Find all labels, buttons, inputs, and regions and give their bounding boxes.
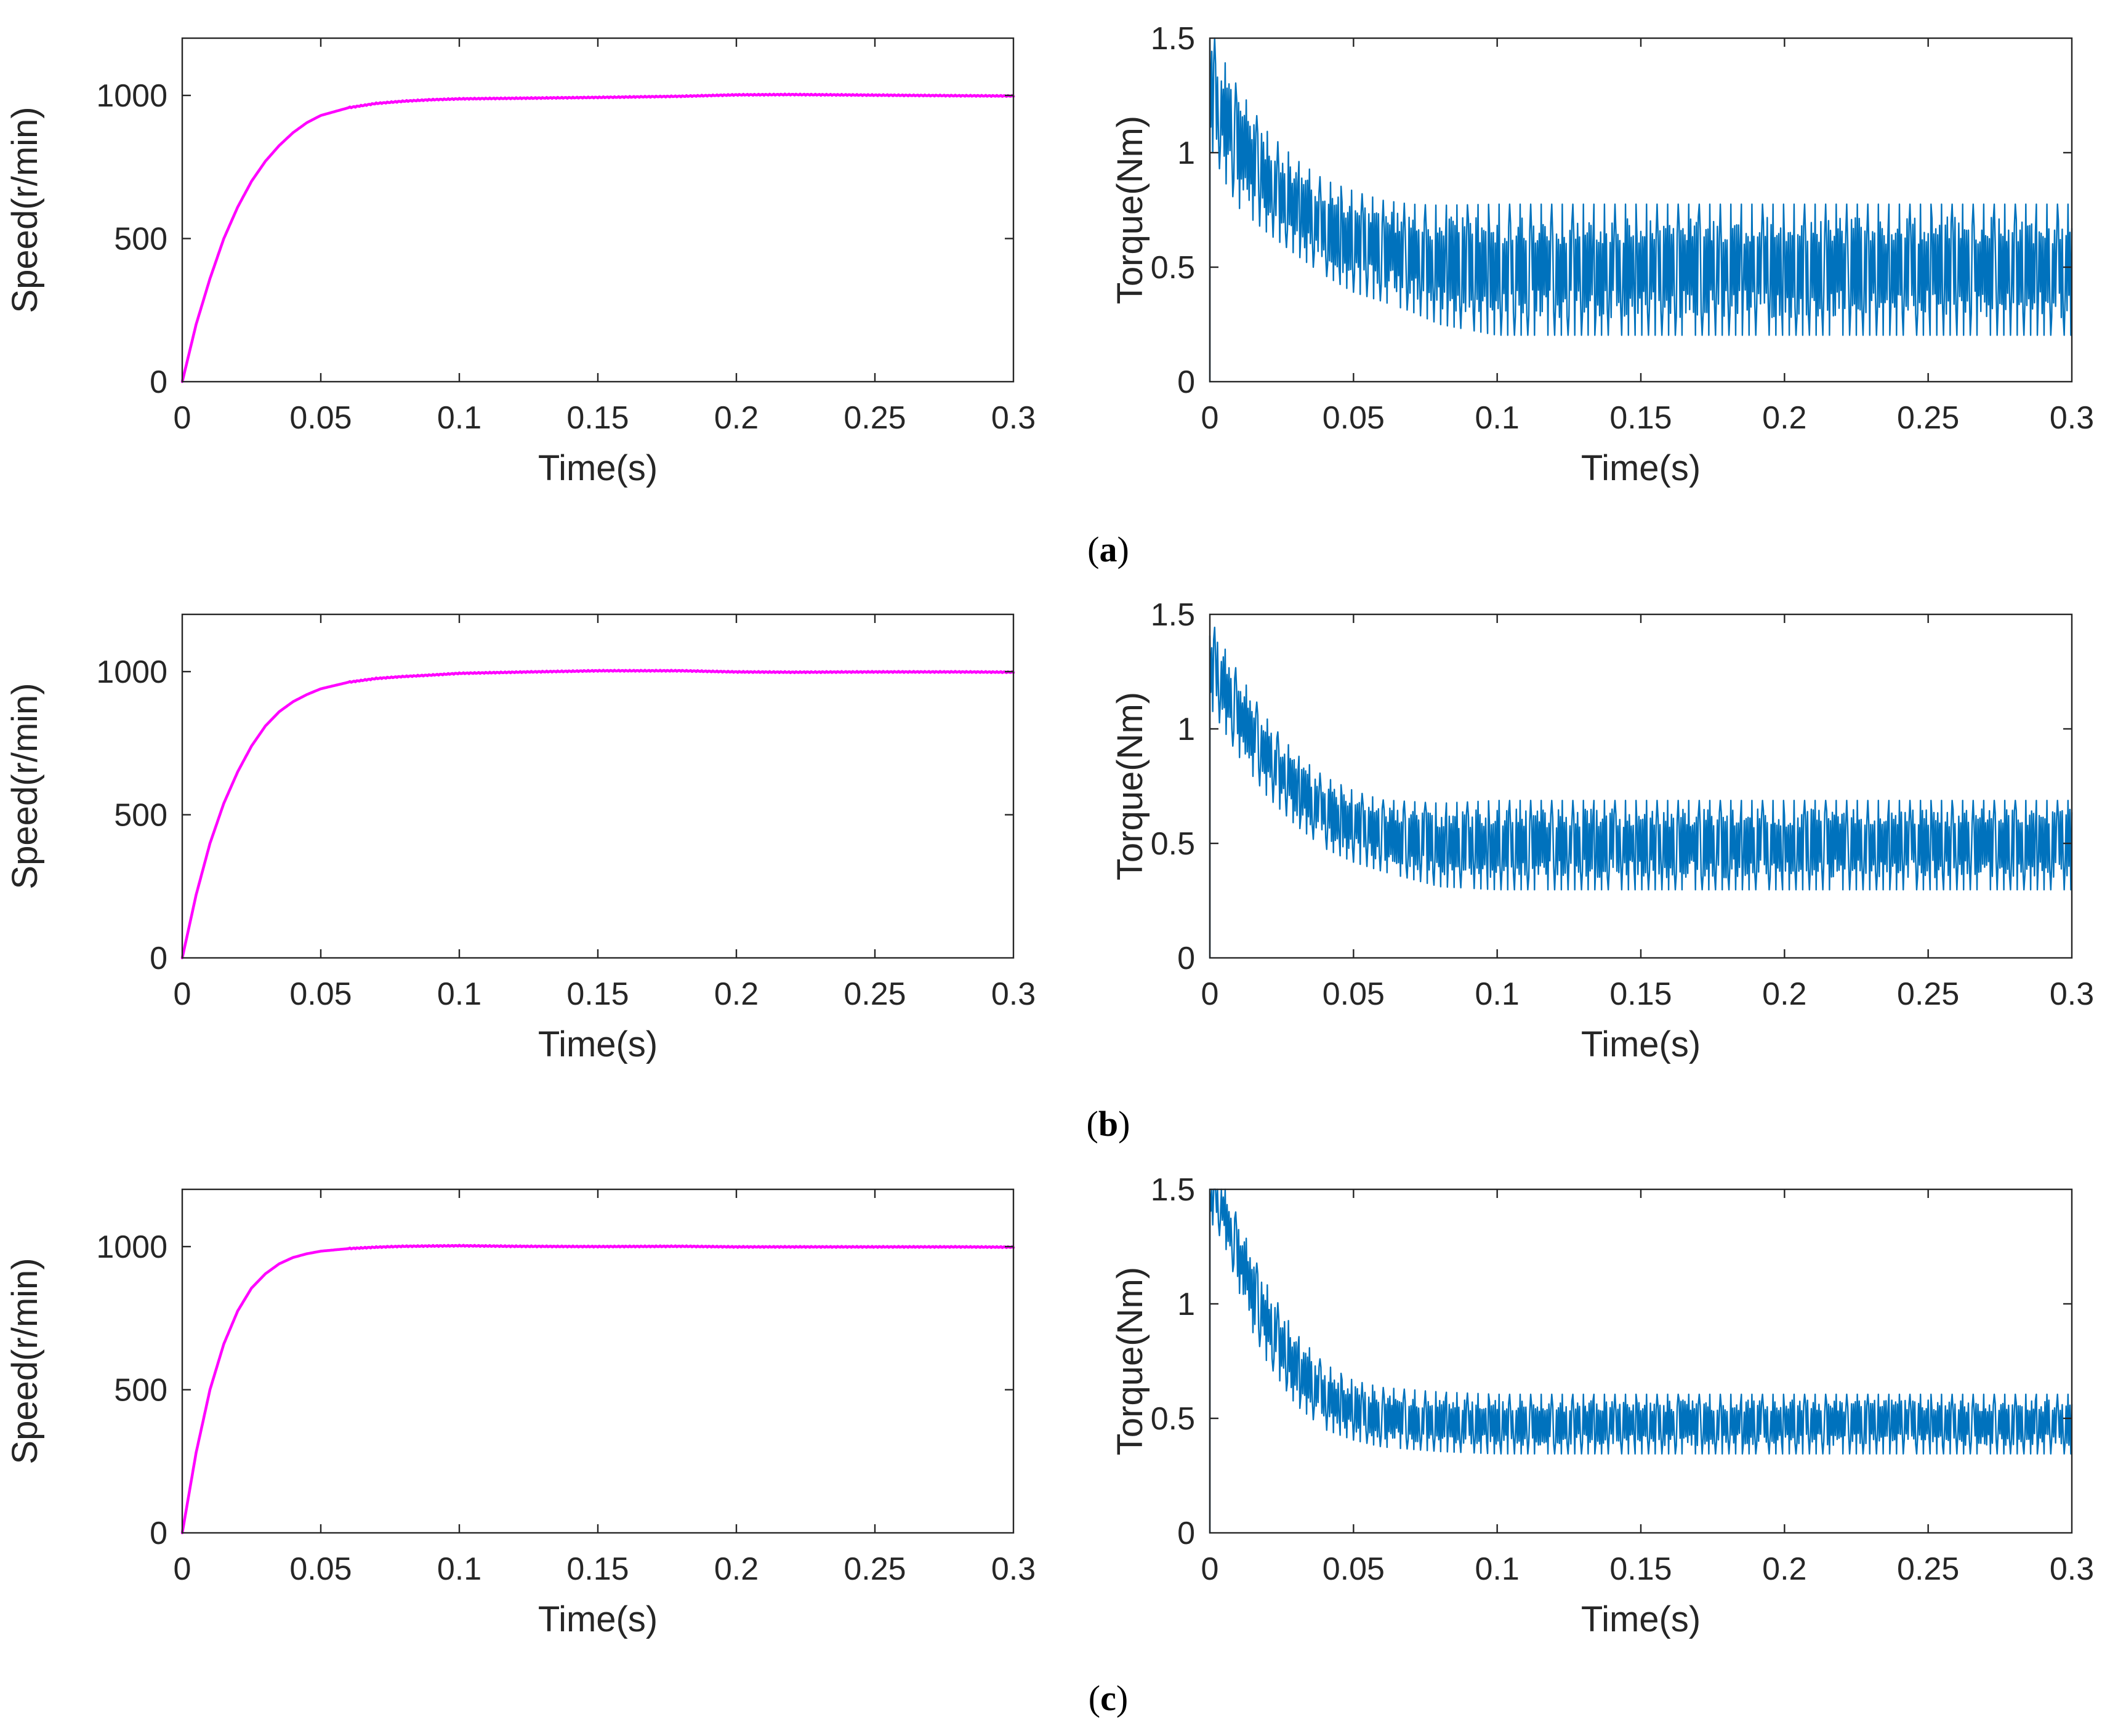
series-line-b-speed — [180, 669, 1015, 960]
x-tick-label: 0.3 — [991, 400, 1036, 436]
x-tick-label: 0.3 — [2050, 1551, 2094, 1587]
x-axis-title: Time(s) — [538, 448, 658, 488]
x-tick-label: 0.1 — [1475, 400, 1520, 436]
x-tick-label: 0.25 — [1897, 976, 1959, 1012]
x-tick-label: 0.1 — [1475, 976, 1520, 1012]
x-tick-label: 0 — [174, 400, 191, 436]
y-tick-label: 1.5 — [1151, 21, 1195, 57]
y-axis-title: Speed(r/min) — [5, 106, 45, 313]
y-axis-title: Speed(r/min) — [5, 683, 45, 889]
y-tick-label: 500 — [114, 1373, 167, 1408]
y-axis-title: Speed(r/min) — [5, 1258, 45, 1464]
chart-c-torque: 0 0.05 0.1 0.15 0.2 0.25 0.3 0 0.5 1 1.5 Time(s) Tor… — [1110, 1172, 2094, 1639]
y-tick-label: 1000 — [96, 1229, 167, 1265]
chart-b-speed: 0 0.05 0.1 0.15 0.2 0.25 0.3 0 500 1000 Time(s) Spe… — [5, 613, 1036, 1064]
panel-label-c: (c) — [1089, 1678, 1128, 1718]
x-tick-label: 0.2 — [1762, 976, 1806, 1012]
y-tick-label: 0 — [1177, 364, 1195, 400]
x-tick-label: 0.05 — [289, 400, 352, 436]
x-tick-label: 0.15 — [1609, 1551, 1672, 1587]
x-tick-label: 0.05 — [289, 1551, 352, 1587]
chart-c-speed: 0 0.05 0.1 0.15 0.2 0.25 0.3 0 500 1000 Time(s) Spe… — [5, 1188, 1036, 1639]
y-tick-label: 500 — [114, 798, 167, 834]
y-tick-label: 0 — [150, 1516, 167, 1551]
x-tick-label: 0.1 — [437, 400, 481, 436]
x-tick-label: 0 — [1201, 400, 1219, 436]
x-tick-label: 0.15 — [566, 1551, 629, 1587]
x-tick-label: 0.3 — [2050, 400, 2094, 436]
x-tick-label: 0 — [174, 976, 191, 1012]
y-axis-title: Torque(Nm) — [1110, 1267, 1150, 1455]
panel-label-a: (a) — [1087, 529, 1129, 569]
x-tick-label: 0.3 — [991, 1551, 1036, 1587]
x-tick-label: 0.05 — [1323, 1551, 1385, 1587]
x-tick-label: 0.2 — [714, 400, 759, 436]
chart-a-speed: 0 0.05 0.1 0.15 0.2 0.25 0.3 0 500 1000 Time(s) Spe… — [5, 37, 1036, 488]
y-tick-label: 0 — [150, 364, 167, 400]
axes-box-b-torque — [1209, 613, 2073, 959]
x-tick-label: 0.05 — [289, 976, 352, 1012]
x-tick-label: 0.2 — [1762, 400, 1806, 436]
x-axis-title: Time(s) — [538, 1024, 658, 1064]
y-tick-label: 0.5 — [1151, 826, 1195, 862]
x-tick-label: 0.25 — [844, 400, 906, 436]
series-line-a-torque — [1209, 37, 2073, 383]
x-tick-label: 0.25 — [1897, 1551, 1959, 1587]
x-tick-label: 0.25 — [844, 976, 906, 1012]
y-tick-label: 1 — [1177, 135, 1195, 171]
x-tick-label: 0.05 — [1323, 400, 1385, 436]
axes-box-a-torque — [1209, 37, 2073, 383]
axes-box-b-speed — [181, 613, 1015, 959]
x-tick-label: 0.2 — [714, 976, 759, 1012]
chart-b-torque: 0 0.05 0.1 0.15 0.2 0.25 0.3 0 0.5 1 1.5 Time(s) Tor… — [1110, 597, 2094, 1064]
x-axis-title: Time(s) — [1581, 448, 1701, 488]
x-tick-label: 0.15 — [1609, 400, 1672, 436]
x-tick-label: 0.3 — [991, 976, 1036, 1012]
y-tick-label: 1 — [1177, 712, 1195, 747]
y-axis-title: Torque(Nm) — [1110, 692, 1150, 880]
x-tick-label: 0.15 — [566, 976, 629, 1012]
y-axis-title: Torque(Nm) — [1110, 116, 1150, 304]
series-line-c-torque — [1209, 1188, 2073, 1534]
series-line-c-speed — [180, 1244, 1015, 1535]
x-tick-label: 0.1 — [437, 1551, 481, 1587]
panel-label-b: (b) — [1087, 1104, 1130, 1144]
x-tick-label: 0.05 — [1323, 976, 1385, 1012]
x-tick-label: 0.2 — [714, 1551, 759, 1587]
x-tick-label: 0.1 — [1475, 1551, 1520, 1587]
y-tick-label: 0.5 — [1151, 1401, 1195, 1437]
x-axis-title: Time(s) — [1581, 1599, 1701, 1639]
y-tick-label: 1000 — [96, 78, 167, 114]
x-tick-label: 0 — [1201, 976, 1219, 1012]
x-tick-label: 0.15 — [566, 400, 629, 436]
y-tick-label: 0 — [1177, 941, 1195, 976]
x-tick-label: 0.25 — [844, 1551, 906, 1587]
x-tick-label: 0.2 — [1762, 1551, 1806, 1587]
y-tick-label: 500 — [114, 222, 167, 257]
y-tick-label: 0.5 — [1151, 250, 1195, 286]
axes-box-c-speed — [181, 1188, 1015, 1534]
x-tick-label: 0.25 — [1897, 400, 1959, 436]
x-tick-label: 0 — [1201, 1551, 1219, 1587]
y-tick-label: 1000 — [96, 654, 167, 690]
x-axis-title: Time(s) — [538, 1599, 658, 1639]
series-line-b-torque — [1209, 626, 2073, 959]
axes-box-a-speed — [181, 37, 1015, 383]
y-tick-label: 1.5 — [1151, 597, 1195, 633]
y-tick-label: 0 — [150, 941, 167, 976]
y-tick-label: 0 — [1177, 1516, 1195, 1551]
chart-a-torque: 0 0.05 0.1 0.15 0.2 0.25 0.3 0 0.5 1 1.5 Time(s) Tor… — [1110, 21, 2094, 488]
x-tick-label: 0 — [174, 1551, 191, 1587]
x-tick-label: 0.15 — [1609, 976, 1672, 1012]
x-axis-title: Time(s) — [1581, 1024, 1701, 1064]
series-line-a-speed — [180, 92, 1015, 384]
y-tick-label: 1 — [1177, 1287, 1195, 1322]
axes-box-c-torque — [1209, 1188, 2073, 1534]
x-tick-label: 0.3 — [2050, 976, 2094, 1012]
y-tick-label: 1.5 — [1151, 1172, 1195, 1208]
x-tick-label: 0.1 — [437, 976, 481, 1012]
